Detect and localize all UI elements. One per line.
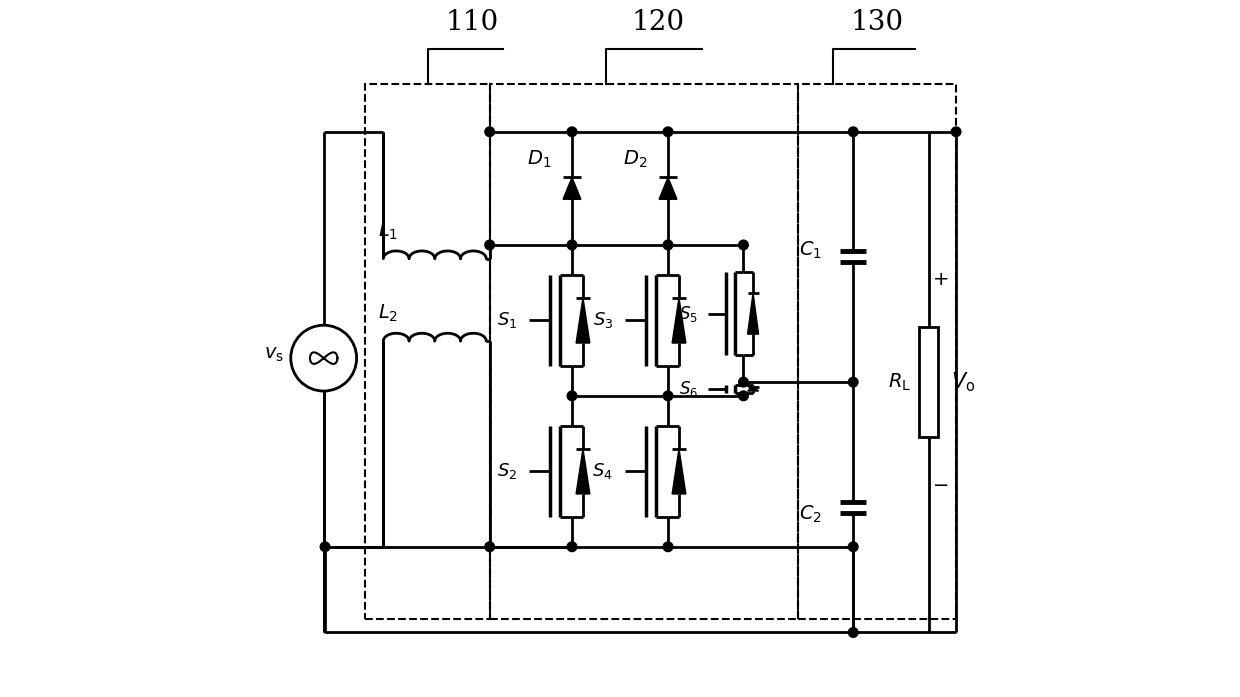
Bar	[919, 328, 939, 437]
Circle shape	[848, 377, 858, 387]
Text: $C_{\rm 1}$: $C_{\rm 1}$	[800, 240, 822, 261]
Text: $L_{\rm 2}$: $L_{\rm 2}$	[378, 303, 398, 324]
Polygon shape	[577, 449, 590, 494]
Text: $S_{\rm 6}$: $S_{\rm 6}$	[680, 379, 698, 399]
Circle shape	[485, 240, 495, 250]
Polygon shape	[672, 449, 686, 494]
Circle shape	[739, 240, 748, 250]
Polygon shape	[748, 293, 759, 334]
Circle shape	[951, 127, 961, 137]
Circle shape	[848, 542, 858, 551]
Text: $D_{\rm 2}$: $D_{\rm 2}$	[624, 148, 647, 170]
Text: 110: 110	[446, 9, 500, 36]
Text: $C_{\rm 2}$: $C_{\rm 2}$	[800, 503, 822, 525]
Polygon shape	[577, 298, 590, 343]
Text: $V_{\rm o}$: $V_{\rm o}$	[951, 370, 975, 394]
Text: $S_{\rm 5}$: $S_{\rm 5}$	[680, 303, 698, 323]
Circle shape	[663, 127, 673, 137]
Circle shape	[567, 240, 577, 250]
Circle shape	[739, 377, 748, 387]
Text: $D_{\rm 1}$: $D_{\rm 1}$	[527, 148, 552, 170]
Circle shape	[663, 542, 673, 551]
Circle shape	[663, 240, 673, 250]
Polygon shape	[672, 298, 686, 343]
Polygon shape	[660, 178, 677, 199]
Circle shape	[485, 542, 495, 551]
Text: $L_{\rm 1}$: $L_{\rm 1}$	[378, 220, 398, 242]
Circle shape	[739, 391, 748, 401]
Text: $S_{\rm 4}$: $S_{\rm 4}$	[593, 461, 613, 482]
Text: $S_{\rm 2}$: $S_{\rm 2}$	[497, 461, 517, 482]
Text: $v_{\rm s}$: $v_{\rm s}$	[264, 346, 284, 364]
Text: 120: 120	[631, 9, 684, 36]
Circle shape	[567, 127, 577, 137]
Circle shape	[567, 391, 577, 401]
Text: $S_{\rm 3}$: $S_{\rm 3}$	[593, 310, 613, 330]
Text: $R_{\rm L}$: $R_{\rm L}$	[889, 372, 911, 393]
Circle shape	[320, 542, 330, 551]
Bar	[365, 84, 490, 619]
Text: $S_{\rm 1}$: $S_{\rm 1}$	[497, 310, 517, 330]
Bar	[490, 84, 799, 619]
Circle shape	[848, 628, 858, 637]
Circle shape	[848, 127, 858, 137]
Circle shape	[567, 542, 577, 551]
Text: +: +	[932, 270, 950, 289]
Bar	[799, 84, 956, 619]
Polygon shape	[563, 178, 580, 199]
Circle shape	[663, 391, 673, 401]
Circle shape	[485, 127, 495, 137]
Text: −: −	[932, 475, 949, 494]
Text: 130: 130	[851, 9, 904, 36]
Polygon shape	[748, 387, 759, 391]
